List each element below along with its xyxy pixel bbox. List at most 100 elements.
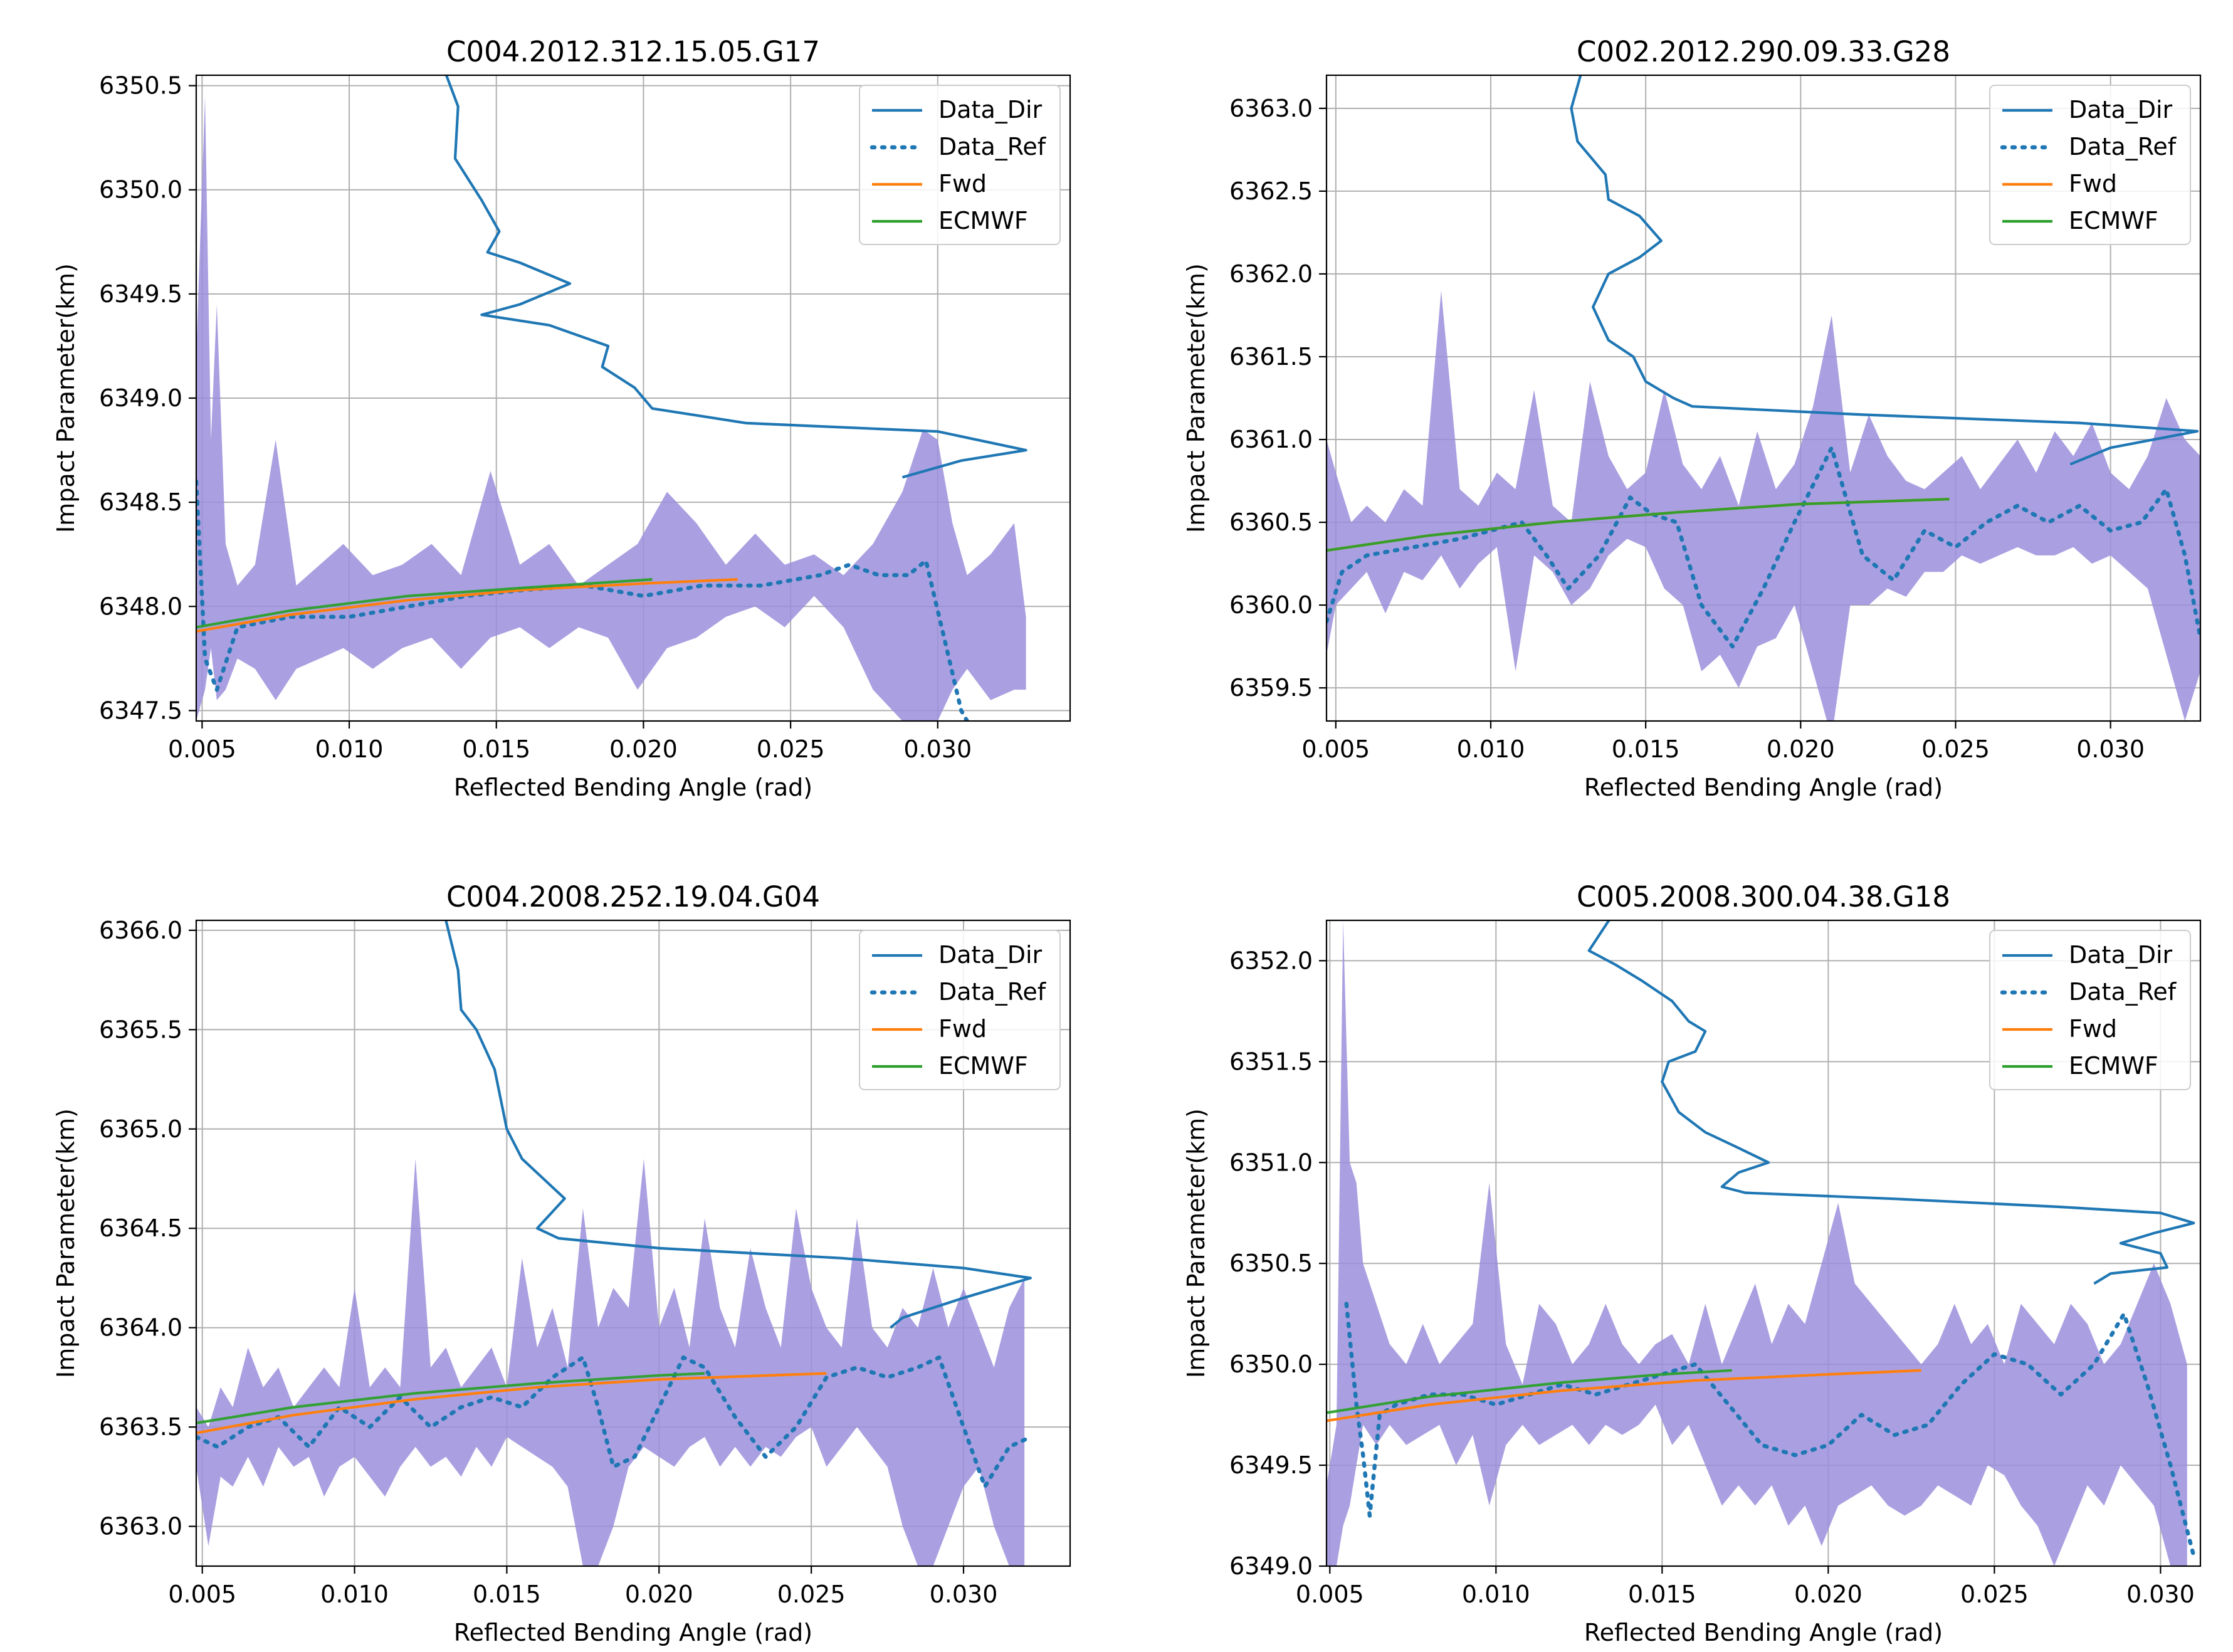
y-tick-label: 6350.5 (1229, 1250, 1313, 1277)
legend-box (859, 85, 1061, 245)
legend-label: Data_Dir (938, 96, 1043, 124)
x-tick-label: 0.005 (168, 735, 236, 763)
y-tick-label: 6349.5 (1229, 1451, 1313, 1479)
series-line-data-dir (1587, 920, 2195, 1285)
legend-label: Data_Ref (938, 133, 1047, 160)
y-axis-label: Impact Parameter(km) (52, 1108, 80, 1378)
y-axis-label: Impact Parameter(km) (1182, 1108, 1210, 1378)
series-line-ecmwf (196, 578, 653, 629)
series-line-fwd (1327, 1369, 1921, 1423)
uncertainty-band (196, 96, 1026, 721)
x-axis-label: Reflected Bending Angle (rad) (1584, 774, 1943, 801)
x-tick-label: 0.015 (1628, 1581, 1696, 1608)
axes-frame (195, 919, 1071, 1567)
x-tick-label: 0.025 (757, 735, 825, 763)
y-tick-label: 6347.5 (99, 697, 182, 724)
legend-label: Data_Ref (938, 978, 1047, 1006)
y-tick-label: 6362.0 (1229, 260, 1313, 288)
chart-title: C005.2008.300.04.38.G18 (1577, 880, 1950, 913)
y-tick-label: 6365.0 (99, 1115, 182, 1143)
legend-label: Fwd (2069, 1015, 2117, 1043)
y-tick-label: 6364.5 (99, 1214, 182, 1242)
y-tick-label: 6349.0 (1229, 1552, 1313, 1580)
legend-label: ECMWF (2069, 207, 2158, 234)
series-line-data-dir (444, 920, 1032, 1329)
uncertainty-band (196, 1159, 1025, 1566)
legend-box (859, 930, 1061, 1090)
y-tick-label: 6361.5 (1229, 343, 1313, 371)
y-tick-label: 6362.5 (1229, 177, 1313, 205)
x-tick-label: 0.020 (625, 1581, 693, 1608)
x-tick-label: 0.010 (1462, 1581, 1530, 1608)
plot-data (1327, 75, 2200, 721)
subplot-bottom-left: 0.005 0.010 0.015 0.020 0.025 0.030 6363.0 6363… (52, 880, 1071, 1646)
x-tick-label: 0.005 (1301, 735, 1370, 763)
series-line-ecmwf (1327, 1369, 1732, 1414)
legend-label: ECMWF (938, 1052, 1028, 1080)
legend-box (1989, 85, 2191, 245)
x-tick-label: 0.020 (1767, 735, 1835, 763)
legend-label: Data_Ref (2069, 133, 2177, 160)
series-line-data-ref (1327, 445, 2200, 649)
x-tick-label: 0.020 (1794, 1581, 1863, 1608)
y-tick-label: 6349.5 (99, 280, 182, 308)
y-tick-label: 6363.5 (99, 1413, 182, 1441)
y-axis-label: Impact Parameter(km) (1182, 263, 1210, 533)
y-tick-label: 6349.0 (99, 384, 182, 412)
x-tick-label: 0.010 (320, 1581, 389, 1608)
x-tick-label: 0.025 (1960, 1581, 2029, 1608)
y-tick-label: 6365.5 (99, 1016, 182, 1043)
subplot-bottom-right: 0.005 0.010 0.015 0.020 0.025 0.030 6349.0 6349… (1182, 880, 2202, 1646)
x-tick-label: 0.005 (1296, 1581, 1364, 1608)
axes-frame (1325, 74, 2202, 722)
y-tick-label: 6366.0 (99, 917, 182, 944)
y-tick-label: 6363.0 (99, 1513, 182, 1540)
x-tick-label: 0.010 (1457, 735, 1525, 763)
chart-title: C002.2012.290.09.33.G28 (1577, 35, 1950, 68)
x-tick-label: 0.030 (2126, 1581, 2195, 1608)
chart-title: C004.2008.252.19.04.G04 (446, 880, 820, 913)
legend-label: Data_Ref (2069, 978, 2177, 1006)
x-tick-label: 0.010 (315, 735, 384, 763)
x-axis-label: Reflected Bending Angle (rad) (1584, 1619, 1943, 1646)
legend-label: Data_Dir (2069, 96, 2173, 124)
x-tick-label: 0.015 (1612, 735, 1680, 763)
y-tick-label: 6360.0 (1229, 591, 1313, 619)
x-tick-label: 0.005 (168, 1581, 236, 1608)
y-tick-label: 6352.0 (1229, 947, 1313, 974)
legend: Data_Dir Data_Ref Fwd ECMWF (1989, 930, 2191, 1090)
y-tick-label: 6351.0 (1229, 1149, 1313, 1176)
legend-label: Fwd (938, 1015, 987, 1043)
legend-label: Data_Dir (2069, 941, 2173, 969)
legend: Data_Dir Data_Ref Fwd ECMWF (859, 930, 1061, 1090)
y-tick-label: 6351.5 (1229, 1048, 1313, 1075)
x-tick-label: 0.030 (930, 1581, 998, 1608)
plot-data (1327, 920, 2196, 1566)
y-tick-label: 6348.5 (99, 488, 182, 516)
legend: Data_Dir Data_Ref Fwd ECMWF (859, 85, 1061, 245)
legend-box (1989, 930, 2191, 1090)
y-tick-label: 6360.5 (1229, 508, 1313, 536)
series-line-data-ref (1344, 1302, 2196, 1559)
series-line-data-ref (196, 1355, 1033, 1489)
series-line-data-dir (445, 75, 1027, 479)
x-axis-label: Reflected Bending Angle (rad) (454, 1619, 812, 1646)
chart-title: C004.2012.312.15.05.G17 (446, 35, 820, 68)
x-tick-label: 0.030 (2076, 735, 2145, 763)
axes-frame (1325, 919, 2202, 1567)
legend-label: ECMWF (938, 207, 1028, 234)
series-line-fwd (196, 1372, 827, 1434)
plot-data (196, 920, 1033, 1566)
y-tick-label: 6348.0 (99, 592, 182, 620)
legend-label: Data_Dir (938, 941, 1043, 969)
legend-label: Fwd (2069, 170, 2117, 197)
legend: Data_Dir Data_Ref Fwd ECMWF (1989, 85, 2191, 245)
x-tick-label: 0.030 (903, 735, 972, 763)
subplot-top-right: 0.005 0.010 0.015 0.020 0.025 0.030 6359.5 6360… (1182, 35, 2202, 801)
y-tick-label: 6364.0 (99, 1314, 182, 1342)
series-line-ecmwf (196, 1372, 705, 1424)
x-tick-label: 0.025 (1921, 735, 1990, 763)
y-tick-label: 6350.0 (99, 176, 182, 204)
y-tick-label: 6350.5 (99, 72, 182, 100)
